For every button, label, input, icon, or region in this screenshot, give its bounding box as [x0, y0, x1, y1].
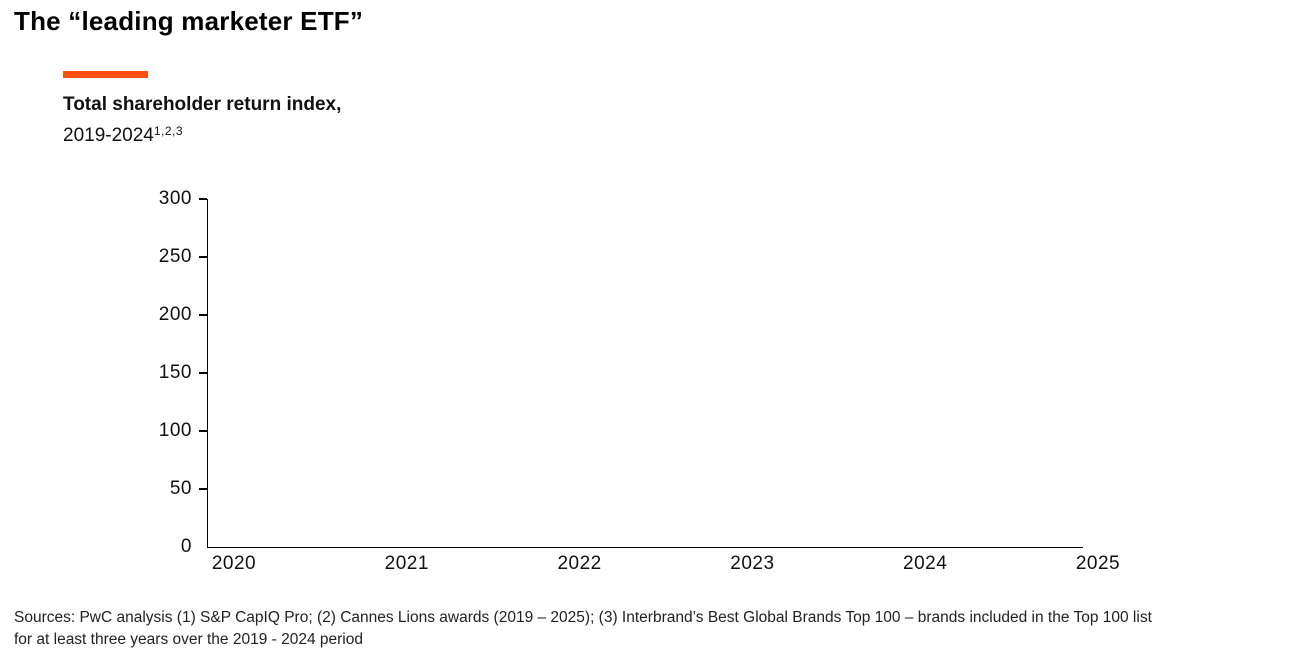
plot-area: 0 50 100 150 200 250 300 2020 2021 2022 2023 2024 20… [159, 189, 1120, 575]
x-axis-tick-label: 2025 [1075, 553, 1121, 574]
x-axis-tick-label: 2022 [557, 553, 602, 574]
y-axis-tick-mark [199, 488, 207, 490]
y-axis-tick-label: 50 [169, 478, 192, 499]
y-axis-tick-mark [199, 198, 207, 200]
page-title: The “leading marketer ETF” [14, 6, 364, 36]
y-axis-tick-mark [199, 372, 207, 374]
accent-bar [63, 71, 148, 78]
sources-line-2: for at least three years over the 2019 -… [14, 630, 363, 648]
chart-header: Total shareholder return index, 2019-202… [63, 92, 341, 149]
y-axis-tick-mark [199, 314, 207, 316]
chart-subtitle: 2019-20241,2,3 [63, 118, 341, 149]
x-axis-tick-label: 2024 [903, 553, 948, 574]
chart-title: Total shareholder return index, [63, 94, 342, 115]
y-axis-tick-mark [199, 430, 207, 432]
y-axis-tick-label: 150 [158, 362, 192, 383]
y-axis-tick-label: 200 [158, 304, 192, 325]
y-axis-tick-label: 250 [158, 246, 192, 267]
sources-footer: Sources: PwC analysis (1) S&P CapIQ Pro;… [14, 607, 1152, 650]
chart-subtitle-years: 2019-2024 [63, 125, 154, 146]
x-axis-tick-label: 2021 [384, 553, 429, 574]
sources-line-1: Sources: PwC analysis (1) S&P CapIQ Pro;… [14, 609, 1152, 626]
y-axis-tick-label: 300 [158, 188, 192, 209]
x-axis-tick-label: 2020 [211, 553, 257, 574]
y-axis-tick-label: 0 [180, 536, 192, 557]
x-axis-tick-label: 2023 [730, 553, 775, 574]
chart-subtitle-footnote-refs: 1,2,3 [153, 124, 184, 138]
y-axis-tick-label: 100 [158, 420, 192, 441]
y-axis-tick-mark [199, 256, 207, 258]
